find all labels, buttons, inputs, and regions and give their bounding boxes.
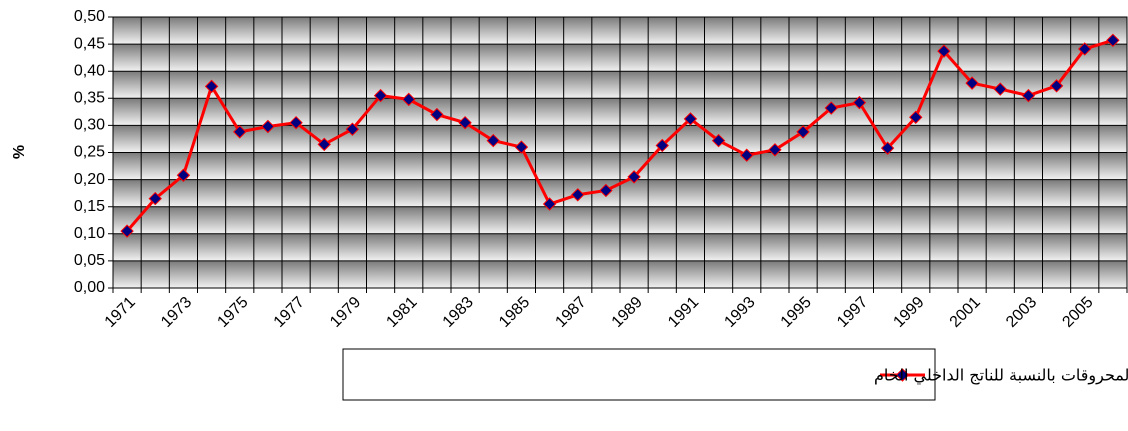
- x-tick-label: 1987: [552, 294, 589, 331]
- x-tick-label: 1981: [383, 294, 420, 331]
- y-tick-label: 0,45: [74, 35, 105, 52]
- point-marker: [655, 138, 669, 153]
- point-marker: [683, 112, 698, 126]
- x-tick-label: 1997: [834, 294, 871, 331]
- x-tick-label: 2003: [1003, 294, 1040, 331]
- point-marker: [796, 125, 810, 139]
- x-tick-label: 1977: [271, 294, 308, 331]
- point-marker: [880, 141, 895, 155]
- x-tick-label: 1993: [721, 294, 758, 331]
- point-marker: [909, 110, 923, 124]
- point-marker: [993, 82, 1007, 96]
- y-axis-label: %: [11, 145, 28, 159]
- point-marker: [627, 170, 641, 184]
- x-tick-label: 1979: [327, 294, 364, 331]
- point-marker: [289, 115, 303, 130]
- y-tick-label: 0,20: [74, 171, 105, 188]
- plot-border: [112, 16, 1128, 289]
- x-tick-label: 2005: [1059, 294, 1096, 331]
- point-marker: [542, 197, 557, 211]
- point-marker: [711, 133, 726, 148]
- point-marker: [402, 92, 416, 107]
- x-tick-label: 1999: [890, 294, 927, 331]
- legend-marker: [895, 368, 910, 382]
- x-tick-label: 1995: [778, 294, 815, 331]
- x-tick-label: 1973: [158, 294, 195, 331]
- x-tick-label: 1985: [496, 294, 533, 331]
- y-tick-label: 0,35: [74, 90, 105, 107]
- point-marker: [458, 115, 472, 130]
- x-tick-label: 1991: [665, 294, 702, 331]
- legend-label: نسبة الناتج الداخلي لفوع المحروقات بالنس…: [874, 366, 1128, 386]
- x-tick-label: 1983: [440, 294, 477, 331]
- point-marker: [204, 79, 219, 94]
- y-tick-label: 0,15: [74, 198, 105, 215]
- y-tick-label: 0,00: [74, 279, 105, 296]
- x-tick-label: 1989: [609, 294, 646, 331]
- point-marker: [1021, 88, 1036, 103]
- point-marker: [120, 224, 134, 238]
- point-marker: [852, 95, 867, 110]
- point-marker: [1106, 33, 1120, 48]
- legend: نسبة الناتج الداخلي لفوع المحروقات بالنس…: [342, 348, 1128, 401]
- point-marker: [345, 122, 360, 136]
- point-marker: [176, 168, 191, 182]
- point-marker: [1078, 42, 1092, 56]
- point-marker: [599, 183, 613, 198]
- point-marker: [965, 76, 979, 90]
- y-tick-label: 0,40: [74, 62, 105, 79]
- point-marker: [430, 107, 444, 122]
- point-marker: [740, 148, 754, 162]
- x-tick-label: 2001: [947, 294, 984, 331]
- y-tick-label: 0,25: [74, 144, 105, 161]
- y-tick-label: 0,30: [74, 117, 105, 134]
- point-marker: [486, 133, 500, 148]
- point-marker: [824, 101, 838, 115]
- x-tick-label: 1971: [102, 294, 139, 331]
- point-marker: [937, 44, 951, 58]
- y-tick-label: 0,50: [74, 8, 105, 25]
- point-marker: [514, 140, 529, 154]
- y-tick-label: 0,05: [74, 252, 105, 269]
- point-marker: [1049, 79, 1064, 93]
- point-marker: [571, 188, 585, 202]
- point-marker: [148, 191, 162, 206]
- point-marker: [261, 119, 275, 134]
- x-tick-label: 1975: [214, 294, 251, 331]
- y-tick-label: 0,10: [74, 225, 105, 242]
- legend-box: [342, 348, 936, 401]
- point-marker: [317, 137, 331, 152]
- point-marker: [373, 88, 388, 103]
- point-marker: [768, 143, 782, 157]
- point-marker: [233, 125, 247, 139]
